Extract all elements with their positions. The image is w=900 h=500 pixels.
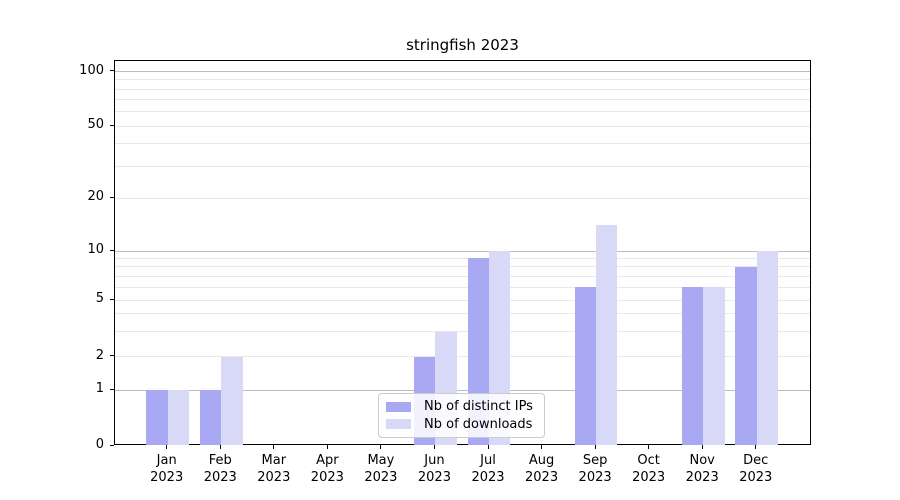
chart-title: stringfish 2023: [406, 36, 519, 54]
x-tick-mark: [594, 445, 596, 449]
bar-distinct-ips-sep: [574, 287, 597, 445]
legend-swatch-downloads: [386, 419, 411, 430]
legend-label-downloads: Nb of downloads: [424, 416, 533, 432]
legend: Nb of distinct IPs Nb of downloads: [378, 393, 545, 438]
x-tick-mark: [541, 445, 543, 449]
x-tick-label: Oct 2023: [632, 453, 666, 485]
gridline-minor: [115, 197, 810, 199]
x-tick-label: Sep 2023: [578, 453, 612, 485]
gridline-minor: [115, 313, 810, 315]
x-tick-mark: [273, 445, 275, 449]
gridline-minor: [115, 356, 810, 358]
x-tick-label: Dec 2023: [739, 453, 773, 485]
gridline-minor: [115, 299, 810, 301]
y-tick-label: 50: [87, 117, 104, 132]
gridline-minor: [115, 79, 810, 81]
x-tick-mark: [701, 445, 703, 449]
y-tick-mark: [110, 196, 114, 198]
y-tick-label: 20: [87, 189, 104, 204]
x-tick-mark: [166, 445, 168, 449]
x-tick-label: Nov 2023: [685, 453, 719, 485]
legend-label-distinct-ips: Nb of distinct IPs: [424, 399, 533, 415]
y-tick-mark: [110, 124, 114, 126]
y-tick-mark: [110, 444, 114, 446]
bar-distinct-ips-jan: [146, 390, 168, 445]
bar-distinct-ips-feb: [199, 390, 222, 445]
y-tick-mark: [110, 70, 114, 72]
x-tick-label: Mar 2023: [257, 453, 291, 485]
y-tick-label: 5: [95, 291, 104, 306]
legend-entry-distinct-ips: Nb of distinct IPs: [386, 399, 537, 414]
x-tick-mark: [380, 445, 382, 449]
bar-downloads-sep: [596, 225, 618, 445]
y-tick-label: 0: [95, 437, 104, 452]
x-tick-label: Aug 2023: [525, 453, 559, 485]
legend-entry-downloads: Nb of downloads: [386, 417, 537, 432]
x-tick-mark: [648, 445, 650, 449]
x-tick-label: May 2023: [364, 453, 398, 485]
x-tick-mark: [433, 445, 435, 449]
y-tick-label: 1: [95, 381, 104, 397]
gridline-major: [115, 389, 810, 391]
gridline-minor: [115, 257, 810, 259]
gridline-major: [115, 71, 810, 73]
x-tick-label: Jan 2023: [150, 453, 184, 485]
gridline-minor: [115, 331, 810, 333]
bar-distinct-ips-dec: [735, 266, 757, 445]
y-tick-mark: [110, 249, 114, 251]
bar-distinct-ips-nov: [681, 287, 704, 445]
gridline-major: [115, 250, 810, 252]
bar-downloads-feb: [221, 356, 243, 445]
gridline-minor: [115, 99, 810, 101]
y-tick-label: 10: [87, 242, 104, 257]
y-tick-mark: [110, 355, 114, 357]
gridline-minor: [115, 143, 810, 145]
bar-downloads-dec: [756, 251, 779, 445]
x-tick-label: Feb 2023: [203, 453, 237, 485]
y-tick-mark: [110, 298, 114, 300]
gridline-minor: [115, 286, 810, 288]
y-tick-label: 100: [79, 62, 104, 78]
x-tick-label: Apr 2023: [310, 453, 344, 485]
gridline-minor: [115, 266, 810, 268]
x-tick-mark: [487, 445, 489, 449]
plot-area: Nb of distinct IPs Nb of downloads: [114, 60, 811, 445]
bar-downloads-jan: [167, 390, 190, 445]
legend-swatch-distinct-ips: [386, 401, 411, 412]
x-tick-label: Jul 2023: [471, 453, 505, 485]
x-tick-mark: [755, 445, 757, 449]
gridline-minor: [115, 125, 810, 127]
y-tick-mark: [110, 388, 114, 390]
y-tick-label: 2: [95, 347, 104, 363]
x-tick-mark: [326, 445, 328, 449]
x-tick-mark: [219, 445, 221, 449]
gridline-minor: [115, 88, 810, 90]
x-tick-label: Jun 2023: [417, 453, 451, 485]
gridline-minor: [115, 165, 810, 167]
bar-downloads-nov: [703, 287, 725, 445]
gridline-minor: [115, 111, 810, 113]
gridline-minor: [115, 275, 810, 277]
